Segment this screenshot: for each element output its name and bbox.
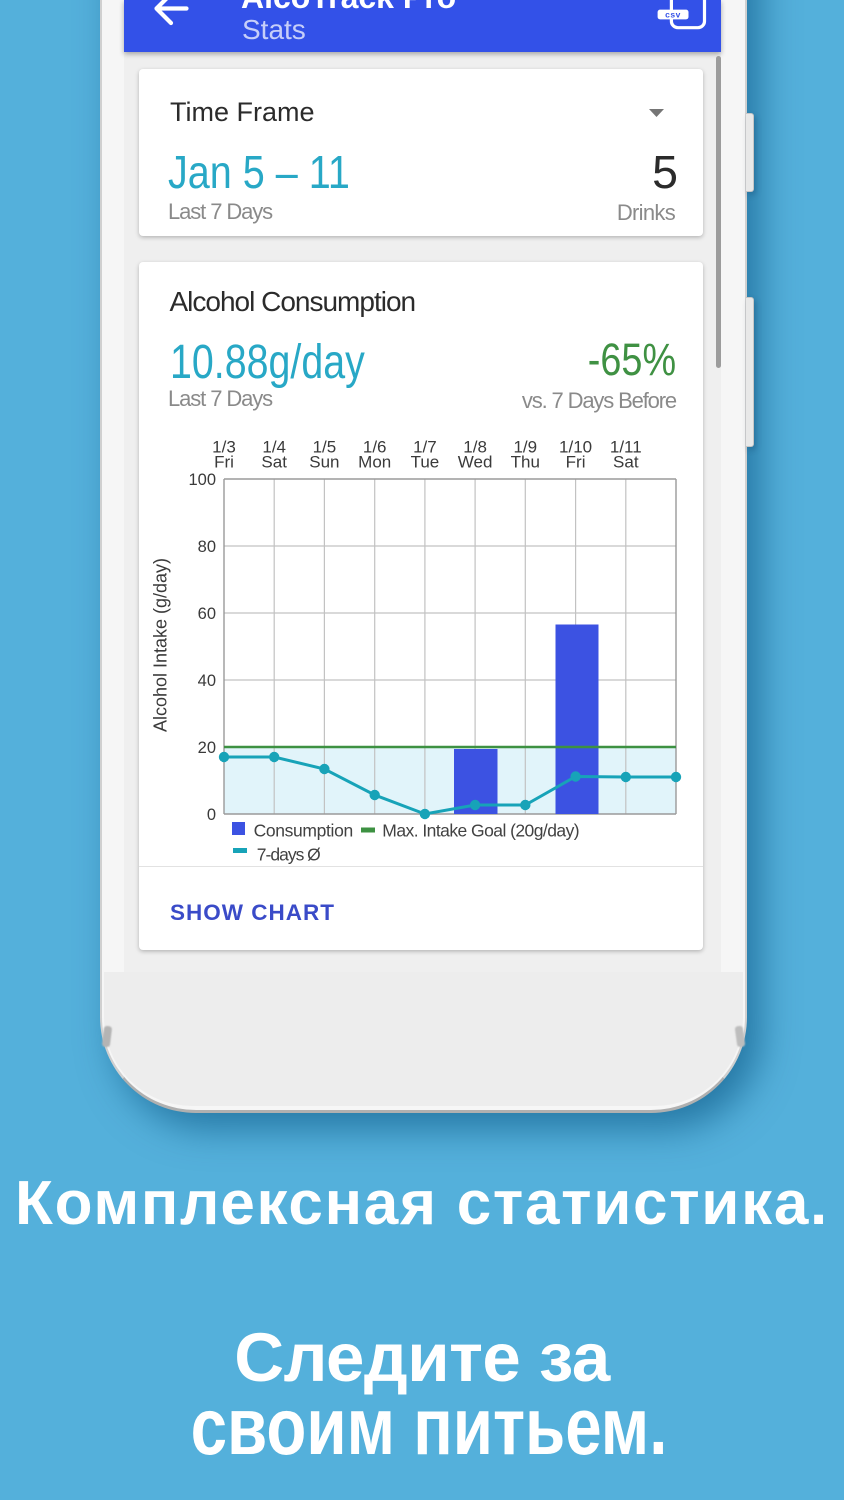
svg-text:7-days Ø: 7-days Ø (257, 845, 321, 865)
svg-text:Thu: Thu (511, 453, 540, 472)
svg-text:1/6: 1/6 (363, 438, 387, 457)
svg-text:1/3: 1/3 (212, 438, 236, 457)
svg-text:1/4: 1/4 (262, 438, 286, 457)
svg-text:40: 40 (198, 672, 216, 690)
svg-text:80: 80 (198, 538, 216, 556)
svg-text:1/9: 1/9 (513, 438, 537, 457)
svg-text:20: 20 (198, 739, 216, 757)
svg-text:Fri: Fri (214, 453, 234, 472)
svg-text:1/5: 1/5 (313, 438, 337, 457)
svg-text:Tue: Tue (411, 453, 440, 472)
svg-text:Alcohol Intake (g/day): Alcohol Intake (g/day) (151, 558, 171, 732)
svg-text:Wed: Wed (458, 453, 493, 472)
svg-text:100: 100 (188, 471, 216, 489)
svg-text:1/7: 1/7 (413, 438, 437, 457)
svg-text:60: 60 (198, 605, 216, 623)
svg-text:Sat: Sat (261, 453, 287, 472)
svg-text:1/10: 1/10 (559, 438, 592, 457)
svg-text:Max. Intake Goal (20g/day): Max. Intake Goal (20g/day) (382, 820, 579, 840)
svg-text:Consumption: Consumption (254, 820, 353, 840)
svg-text:1/8: 1/8 (463, 438, 487, 457)
svg-text:Fri: Fri (566, 453, 586, 472)
svg-text:Mon: Mon (358, 453, 391, 472)
svg-text:Sun: Sun (309, 453, 339, 472)
svg-text:0: 0 (207, 806, 216, 824)
svg-text:csv: csv (665, 9, 681, 19)
svg-text:Sat: Sat (613, 453, 639, 472)
svg-text:1/11: 1/11 (610, 438, 642, 457)
